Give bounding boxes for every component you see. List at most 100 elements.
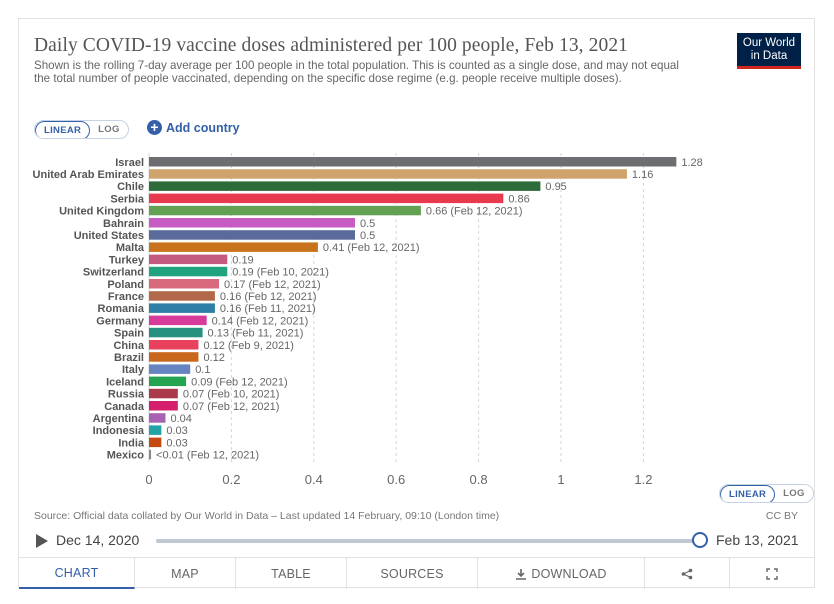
share-icon [681, 568, 693, 579]
tab-table[interactable]: TABLE [236, 558, 347, 589]
category-label: Serbia [110, 193, 145, 205]
value-label: 0.07 (Feb 12, 2021) [183, 401, 280, 413]
add-country-button[interactable]: + Add country [147, 120, 240, 135]
tab-chart-label: CHART [54, 565, 99, 580]
log-scale-button-bottom[interactable]: LOG [783, 488, 805, 499]
chart-subtitle: Shown is the rolling 7-day average per 1… [34, 59, 679, 86]
tab-fullscreen[interactable] [730, 558, 814, 589]
timeline: Dec 14, 2020 Feb 13, 2021 [34, 530, 804, 552]
bar [149, 279, 220, 289]
plus-circle-icon: + [147, 120, 162, 135]
value-label: 0.16 (Feb 11, 2021) [220, 303, 316, 315]
bar [149, 157, 677, 167]
value-label: 0.19 (Feb 10, 2021) [232, 267, 329, 279]
category-label: Indonesia [93, 425, 145, 437]
value-label: 0.07 (Feb 10, 2021) [183, 389, 280, 401]
timeline-start-date[interactable]: Dec 14, 2020 [56, 532, 140, 548]
value-label: 0.95 [545, 181, 566, 193]
license-link[interactable]: CC BY [765, 510, 798, 522]
tab-share[interactable] [645, 558, 730, 589]
category-label: Malta [116, 242, 145, 254]
x-tick-label: 0.6 [387, 472, 405, 487]
bar [149, 266, 228, 277]
category-label: Russia [108, 389, 145, 401]
bar [149, 425, 162, 435]
value-label: 0.03 [166, 425, 187, 437]
value-label: 1.28 [681, 157, 702, 169]
log-scale-button[interactable]: LOG [98, 124, 120, 135]
x-tick-label: 0.2 [222, 472, 240, 487]
bar [149, 205, 421, 216]
bar [149, 364, 191, 374]
category-label: Italy [122, 364, 145, 376]
category-label: Iceland [106, 376, 144, 388]
owid-logo[interactable]: Our World in Data [737, 33, 801, 69]
tab-sources[interactable]: SOURCES [347, 558, 478, 589]
timeline-handle[interactable] [692, 532, 708, 548]
category-label: United States [74, 230, 144, 242]
tab-bar: CHART MAP TABLE SOURCES DOWNLOAD [19, 557, 814, 589]
bar [149, 401, 178, 411]
x-tick-label: 1.2 [634, 472, 652, 487]
value-label: 0.86 [508, 193, 529, 205]
bar [149, 449, 152, 460]
scale-toggle-bottom: LINEAR LOG [719, 484, 814, 503]
x-tick-label: 0.8 [470, 472, 488, 487]
bar [149, 169, 627, 179]
value-label: 0.1 [195, 364, 210, 376]
tab-table-label: TABLE [271, 566, 311, 581]
bar [149, 242, 318, 252]
category-label: Bahrain [103, 218, 144, 230]
linear-scale-button[interactable]: LINEAR [35, 121, 91, 138]
category-label: India [118, 437, 145, 449]
category-label: Chile [117, 181, 144, 193]
bar [149, 315, 207, 326]
bar [149, 291, 215, 301]
bar [149, 437, 162, 448]
bar [149, 413, 166, 423]
bar [149, 303, 215, 313]
bar [149, 376, 187, 387]
value-label: 1.16 [632, 169, 653, 181]
expand-icon [766, 567, 778, 580]
category-label: Brazil [114, 352, 144, 364]
tab-chart[interactable]: CHART [19, 558, 135, 589]
bar [149, 352, 199, 362]
timeline-track[interactable] [156, 539, 700, 543]
linear-scale-button-bottom[interactable]: LINEAR [720, 485, 776, 502]
category-label: Argentina [93, 413, 145, 425]
value-label: 0.5 [360, 230, 375, 242]
value-label: 0.09 (Feb 12, 2021) [191, 376, 288, 388]
category-label: Poland [107, 279, 144, 291]
tab-map-label: MAP [171, 566, 199, 581]
value-label: 0.16 (Feb 12, 2021) [220, 291, 317, 303]
timeline-end-date[interactable]: Feb 13, 2021 [716, 532, 799, 548]
logo-line-2: in Data [750, 50, 788, 62]
category-label: Germany [96, 315, 145, 327]
category-label: France [108, 291, 144, 303]
category-label: Turkey [109, 254, 145, 266]
bar [149, 340, 199, 350]
bar-chart: 0 0.2 0.4 0.6 0.8 1 1.2 Israel 1.28 United Arab E… [33, 153, 703, 487]
play-icon[interactable] [36, 534, 48, 548]
category-label: China [113, 340, 144, 352]
value-label: 0.17 (Feb 12, 2021) [224, 279, 321, 291]
bar [149, 193, 504, 204]
value-label: 0.04 [170, 413, 191, 425]
value-label: 0.12 (Feb 9, 2021) [203, 340, 294, 352]
category-label: Spain [114, 328, 144, 340]
value-label: 0.66 (Feb 12, 2021) [426, 206, 523, 218]
tab-sources-label: SOURCES [380, 566, 444, 581]
tab-download[interactable]: DOWNLOAD [478, 558, 645, 589]
add-country-label: Add country [166, 120, 240, 135]
value-label: 0.5 [360, 218, 375, 230]
category-label: Mexico [107, 450, 145, 462]
chart-title: Daily COVID-19 vaccine doses administere… [34, 35, 629, 56]
x-tick-label: 0.4 [305, 472, 323, 487]
category-label: Canada [104, 401, 145, 413]
value-label: 0.12 [203, 352, 224, 364]
chart-card: Daily COVID-19 vaccine doses administere… [18, 18, 815, 589]
tab-map[interactable]: MAP [135, 558, 236, 589]
source-note: Source: Official data collated by Our Wo… [34, 510, 500, 522]
value-label: 0.41 (Feb 12, 2021) [323, 242, 420, 254]
